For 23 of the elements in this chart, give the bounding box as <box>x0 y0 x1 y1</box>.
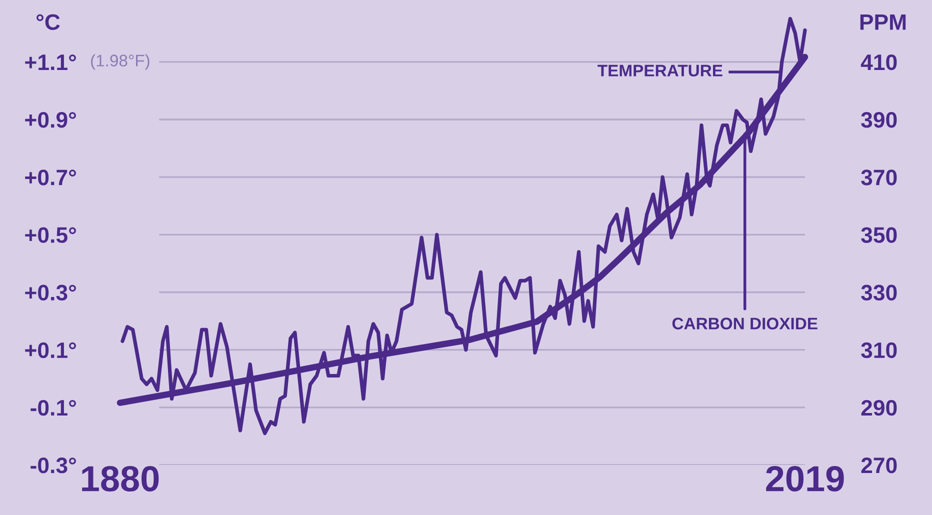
annotation: (1.98°F) <box>91 54 150 70</box>
y-tick-label: +0.3° <box>25 284 76 301</box>
y2-tick-label: 370 <box>861 170 897 186</box>
annotation: TEMPERATURE <box>598 64 722 76</box>
y-tick-label: +0.7° <box>25 170 76 186</box>
y2-tick-label: 270 <box>861 458 897 474</box>
y2-tick-label: 290 <box>861 400 897 416</box>
y-tick-label: +0.1° <box>25 342 76 358</box>
y-tick-label: +0.5° <box>25 227 76 243</box>
y-tick-label: -0.3° <box>30 458 76 474</box>
y2-tick-label: 310 <box>861 342 897 358</box>
annotation: CARBON DIOXIDE <box>672 318 818 330</box>
y-tick-label: +1.1° <box>25 54 76 70</box>
y2-tick-label: 350 <box>861 227 897 243</box>
y2-tick-label: 330 <box>861 284 897 301</box>
y2-axis-title: PPM <box>860 14 906 30</box>
x-tick-label: 1880 <box>82 466 159 492</box>
x-tick-label: 2019 <box>766 466 844 492</box>
y-tick-label: -0.1° <box>30 400 76 416</box>
y2-tick-label: 390 <box>861 112 897 128</box>
y-tick-label: +0.9° <box>25 112 76 128</box>
y2-tick-label: 410 <box>860 54 897 70</box>
y-axis-title: °C <box>36 14 60 30</box>
